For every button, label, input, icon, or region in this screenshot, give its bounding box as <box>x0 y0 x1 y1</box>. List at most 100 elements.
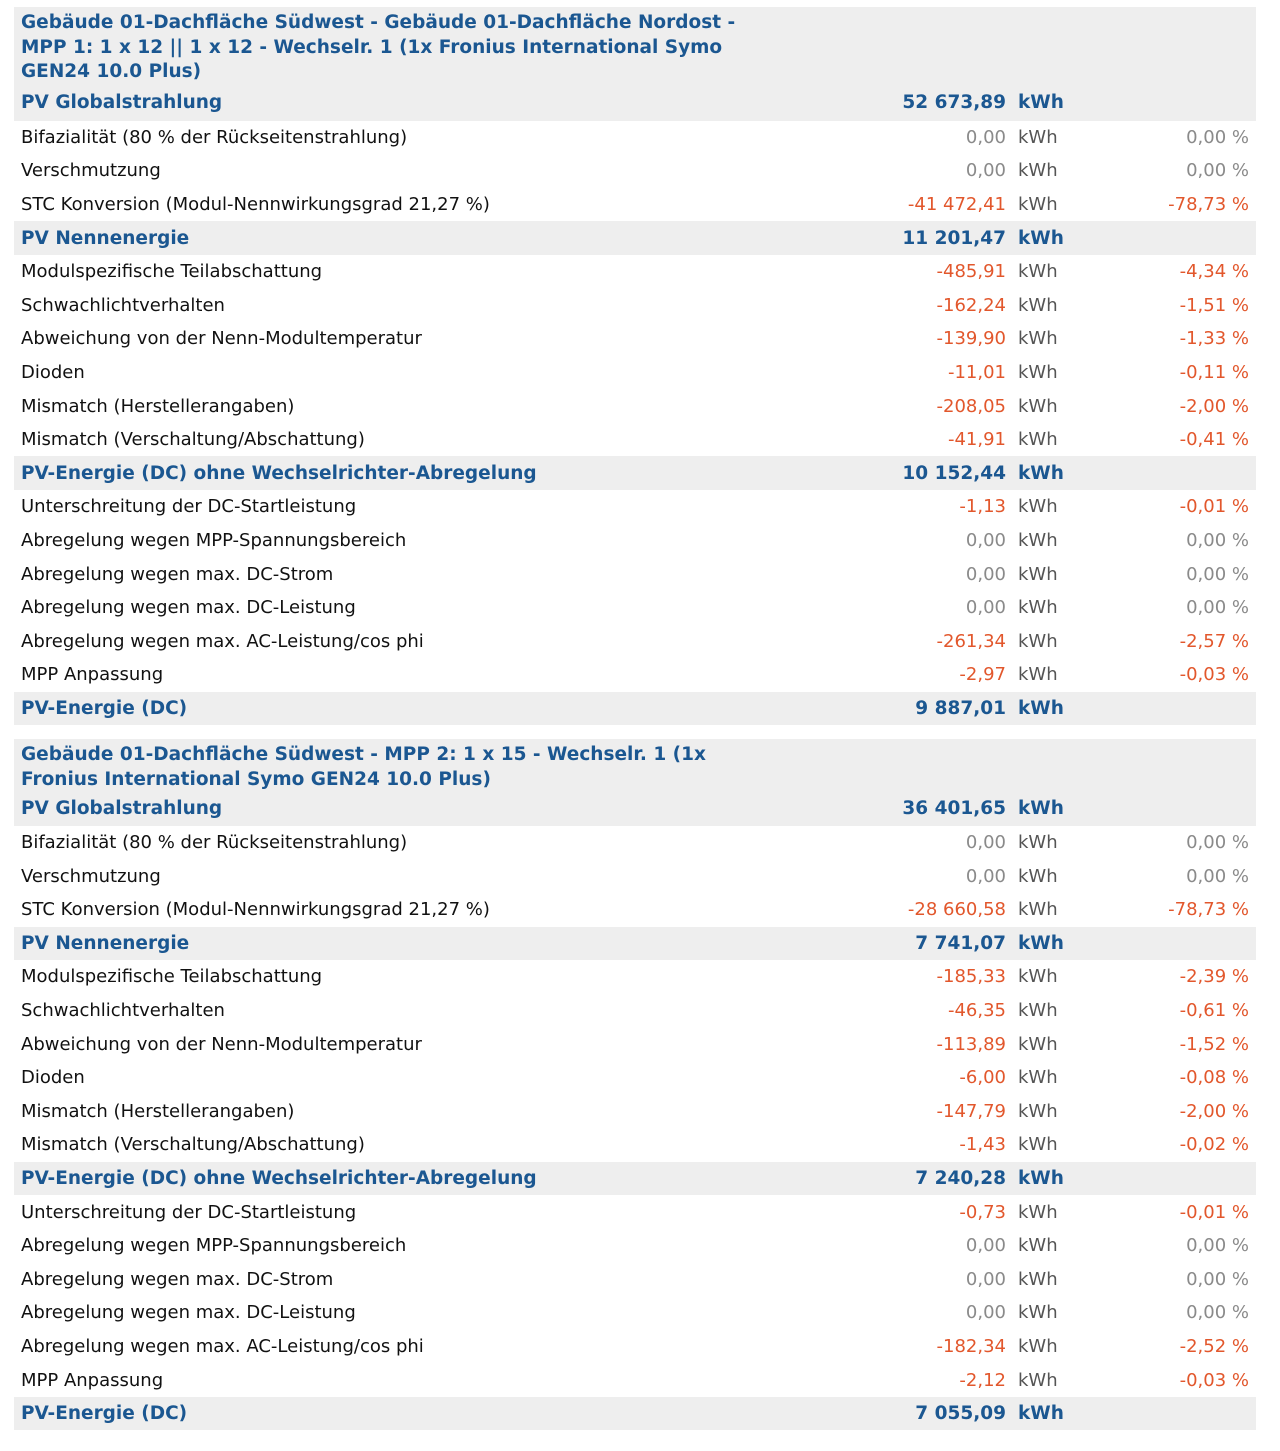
row-label: MPP Anpassung <box>21 664 164 686</box>
row-percent: 0,00 % <box>1186 160 1249 182</box>
row-percent: -78,73 % <box>1168 899 1249 921</box>
row-value: 0,00 <box>965 160 1006 182</box>
section-title-text: Gebäude 01-Dachfläche Südwest - MPP 2: 1… <box>21 744 706 790</box>
row-unit: kWh <box>1018 1201 1058 1223</box>
row-label: PV Nennenergie <box>21 227 190 249</box>
row-unit: kWh <box>1018 1335 1058 1357</box>
row-unit: kWh <box>1018 227 1064 249</box>
row-percent: -2,52 % <box>1179 1335 1249 1357</box>
row-label: Modulspezifische Teilabschattung <box>21 261 323 283</box>
row-percent: 0,00 % <box>1186 529 1249 551</box>
row-unit: kWh <box>1018 126 1058 148</box>
row-percent: -2,00 % <box>1179 395 1249 417</box>
row-value: 0,00 <box>965 529 1006 551</box>
row-label: Mismatch (Herstellerangaben) <box>21 1100 295 1122</box>
row-value: -2,12 <box>959 1369 1006 1391</box>
row-percent: -0,01 % <box>1179 496 1249 518</box>
loss-row-verschmutzung: Verschmutzung 0,00 kWh 0,00 % <box>14 859 1256 893</box>
row-unit: kWh <box>1018 496 1058 518</box>
loss-row-abweichung-von-der-nenn-modultemperatur: Abweichung von der Nenn-Modultemperatur -… <box>14 322 1256 356</box>
row-label: Bifazialität (80 % der Rückseitenstrahlu… <box>21 832 408 854</box>
row-label: PV Globalstrahlung <box>21 92 223 113</box>
row-unit: kWh <box>1018 899 1058 921</box>
row-percent: 0,00 % <box>1186 597 1249 619</box>
row-unit: kWh <box>1018 597 1058 619</box>
row-value: 0,00 <box>965 1268 1006 1290</box>
row-value: -0,73 <box>959 1201 1006 1223</box>
summary-row-pv-globalstrahlung: PV Globalstrahlung 52 673,89 kWh <box>14 84 1256 121</box>
row-label: Abregelung wegen max. AC-Leistung/cos ph… <box>21 630 424 652</box>
row-percent: -0,08 % <box>1179 1067 1249 1089</box>
row-label: Unterschreitung der DC-Startleistung <box>21 496 357 518</box>
row-label: Abregelung wegen max. AC-Leistung/cos ph… <box>21 1335 424 1357</box>
section-1: Gebäude 01-Dachfläche Südwest - Gebäude … <box>14 7 1256 726</box>
row-label: Abregelung wegen max. DC-Strom <box>21 563 334 585</box>
row-label: Abweichung von der Nenn-Modultemperatur <box>21 328 422 350</box>
row-value: 0,00 <box>965 832 1006 854</box>
loss-row-abregelung-wegen-max-dc-strom: Abregelung wegen max. DC-Strom 0,00 kWh 0,0… <box>14 557 1256 591</box>
loss-row-abregelung-wegen-max-ac-leistung-cos-phi: Abregelung wegen max. AC-Leistung/cos ph… <box>14 624 1256 658</box>
summary-row-pv-energie-dc-ohne-wechselrichter-abregelung: PV-Energie (DC) ohne Wechselrichter-Abre… <box>14 1161 1256 1196</box>
row-label: Schwachlichtverhalten <box>21 1000 225 1022</box>
row-unit: kWh <box>1018 1403 1064 1425</box>
row-unit: kWh <box>1018 1369 1058 1391</box>
row-label: Mismatch (Herstellerangaben) <box>21 395 295 417</box>
summary-row-pv-energie-dc-ohne-wechselrichter-abregelung: PV-Energie (DC) ohne Wechselrichter-Abre… <box>14 456 1256 491</box>
row-label: PV-Energie (DC) ohne Wechselrichter-Abre… <box>21 462 537 484</box>
row-unit: kWh <box>1018 462 1064 484</box>
loss-row-unterschreitung-der-dc-startleistung: Unterschreitung der DC-Startleistung -0,7… <box>14 1195 1256 1229</box>
row-unit: kWh <box>1018 630 1058 652</box>
row-percent: -4,34 % <box>1179 261 1249 283</box>
row-value: -11,01 <box>947 361 1006 383</box>
row-value: 52 673,89 <box>902 92 1006 113</box>
row-unit: kWh <box>1018 1268 1058 1290</box>
loss-row-modulspezifische-teilabschattung: Modulspezifische Teilabschattung -185,33 k… <box>14 960 1256 994</box>
summary-row-pv-nennenergie: PV Nennenergie 11 201,47 kWh <box>14 221 1256 255</box>
row-label: PV Nennenergie <box>21 932 190 954</box>
row-percent: -2,00 % <box>1179 1100 1249 1122</box>
row-label: PV-Energie (DC) ohne Wechselrichter-Abre… <box>21 1168 537 1190</box>
row-percent: -1,51 % <box>1179 294 1249 316</box>
row-value: 10 152,44 <box>902 462 1006 484</box>
row-value: -41 472,41 <box>907 193 1006 215</box>
row-percent: 0,00 % <box>1186 832 1249 854</box>
row-value: -113,89 <box>936 1033 1006 1055</box>
loss-row-abweichung-von-der-nenn-modultemperatur: Abweichung von der Nenn-Modultemperatur -… <box>14 1027 1256 1061</box>
row-unit: kWh <box>1018 1033 1058 1055</box>
row-unit: kWh <box>1018 395 1058 417</box>
summary-row-pv-energie-dc: PV-Energie (DC) 9 887,01 kWh <box>14 691 1256 726</box>
row-unit: kWh <box>1018 1100 1058 1122</box>
row-label: MPP Anpassung <box>21 1369 164 1391</box>
section-2: Gebäude 01-Dachfläche Südwest - MPP 2: 1… <box>14 739 1256 1431</box>
row-percent: -0,02 % <box>1179 1134 1249 1156</box>
row-unit: kWh <box>1018 1235 1058 1257</box>
loss-row-mismatch-verschaltung-abschattung: Mismatch (Verschaltung/Abschattung) -41,9… <box>14 423 1256 457</box>
loss-row-schwachlichtverhalten: Schwachlichtverhalten -162,24 kWh -1,51 % <box>14 288 1256 322</box>
row-unit: kWh <box>1018 932 1064 954</box>
row-label: Dioden <box>21 1067 85 1089</box>
row-percent: -1,52 % <box>1179 1033 1249 1055</box>
row-label: Mismatch (Verschaltung/Abschattung) <box>21 1134 365 1156</box>
row-percent: -1,33 % <box>1179 328 1249 350</box>
row-label: Verschmutzung <box>21 160 161 182</box>
loss-row-abregelung-wegen-max-dc-leistung: Abregelung wegen max. DC-Leistung 0,00 kWh… <box>14 591 1256 625</box>
loss-row-bifazialitaet-80-der-rueckseitenstrahlung: Bifazialität (80 % der Rückseitenstrahlu… <box>14 826 1256 860</box>
row-value: 7 240,28 <box>915 1168 1006 1190</box>
row-value: 36 401,65 <box>902 798 1006 820</box>
loss-row-mismatch-herstellerangaben: Mismatch (Herstellerangaben) -208,05 kWh -2… <box>14 389 1256 423</box>
row-unit: kWh <box>1018 1134 1058 1156</box>
row-label: Bifazialität (80 % der Rückseitenstrahlu… <box>21 126 408 148</box>
row-value: 0,00 <box>965 1302 1006 1324</box>
row-value: -41,91 <box>947 429 1006 451</box>
row-value: -162,24 <box>936 294 1006 316</box>
row-value: -139,90 <box>936 328 1006 350</box>
section-title: Gebäude 01-Dachfläche Südwest - Gebäude … <box>14 7 1256 85</box>
row-value: -147,79 <box>936 1100 1006 1122</box>
row-value: -185,33 <box>936 966 1006 988</box>
row-unit: kWh <box>1018 328 1058 350</box>
row-label: Modulspezifische Teilabschattung <box>21 966 323 988</box>
row-value: -46,35 <box>947 1000 1006 1022</box>
row-label: Abregelung wegen MPP-Spannungsbereich <box>21 1235 407 1257</box>
row-label: PV Globalstrahlung <box>21 798 223 820</box>
loss-row-bifazialitaet-80-der-rueckseitenstrahlung: Bifazialität (80 % der Rückseitenstrahlu… <box>14 121 1256 155</box>
